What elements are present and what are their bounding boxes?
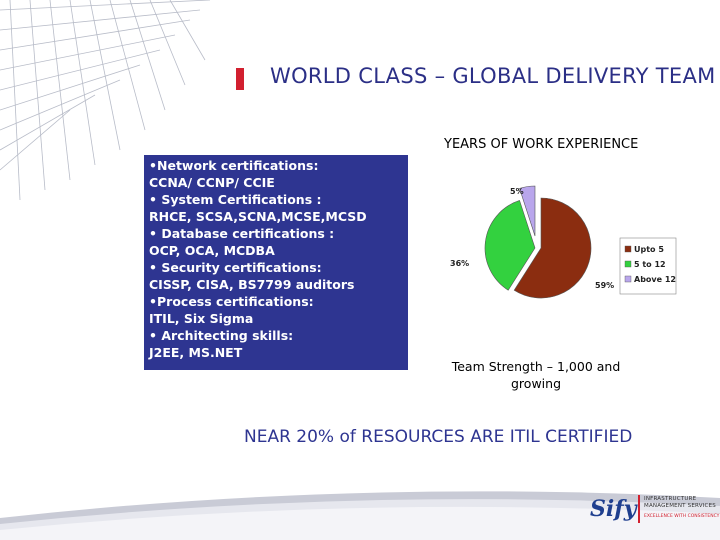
slide-title: WORLD CLASS – GLOBAL DELIVERY TEAM <box>270 64 716 88</box>
pie-data-label: 59% <box>595 281 614 290</box>
certification-text: Architecting skills: <box>157 328 294 343</box>
pie-slice-5-to-12 <box>484 200 536 291</box>
pie-data-label: 5% <box>510 187 524 196</box>
certification-line: • System Certifications : <box>149 191 408 208</box>
certifications-box: •Network certifications: CCNA/ CCNP/ CCIE… <box>144 155 408 370</box>
certification-text: System Certifications : <box>157 192 322 207</box>
logo-line-1: INFRASTRUCTURE <box>644 496 697 502</box>
certification-line: • Architecting skills: <box>149 327 408 344</box>
itil-subheading: NEAR 20% of RESOURCES ARE ITIL CERTIFIED <box>244 427 633 447</box>
certification-text: ITIL, Six Sigma <box>149 311 254 326</box>
legend-swatch <box>624 260 632 268</box>
certification-text: CISSP, CISA, BS7799 auditors <box>149 277 355 292</box>
team-strength-caption: Team Strength – 1,000 and growing <box>451 359 621 391</box>
certification-line: RHCE, SCSA,SCNA,MCSE,MCSD <box>149 208 408 225</box>
certification-line: CISSP, CISA, BS7799 auditors <box>149 276 408 293</box>
sify-logo: Sify INFRASTRUCTURE MANAGEMENT SERVICES … <box>590 492 719 528</box>
certification-text: J2EE, MS.NET <box>149 345 243 360</box>
legend-swatch <box>624 275 632 283</box>
pie-chart: 59% 36% 5% Upto 5 5 to 12 Above 12 <box>450 185 677 299</box>
legend-label: Upto 5 <box>634 245 664 254</box>
bullet-icon: • <box>149 328 157 343</box>
chart-title: YEARS OF WORK EXPERIENCE <box>444 137 639 152</box>
decorative-corner-lines <box>0 0 211 200</box>
bullet-icon: • <box>149 226 157 241</box>
pie-data-label: 36% <box>450 259 469 268</box>
legend-label: 5 to 12 <box>634 260 666 269</box>
bullet-icon: • <box>149 158 157 173</box>
bullet-icon: • <box>149 294 157 309</box>
certification-line: • Security certifications: <box>149 259 408 276</box>
pie-slice-above-12 <box>519 185 536 237</box>
pie-slice-upto-5 <box>513 197 592 299</box>
title-accent-bar <box>236 68 244 90</box>
legend-label: Above 12 <box>634 275 676 284</box>
certification-text: RHCE, SCSA,SCNA,MCSE,MCSD <box>149 209 367 224</box>
certification-line: CCNA/ CCNP/ CCIE <box>149 174 408 191</box>
certification-line: • Database certifications : <box>149 225 408 242</box>
certification-line: OCP, OCA, MCDBA <box>149 242 408 259</box>
certification-text: Security certifications: <box>157 260 322 275</box>
legend-swatch <box>624 245 632 253</box>
certification-text: CCNA/ CCNP/ CCIE <box>149 175 275 190</box>
sify-brand: Sify <box>590 496 637 522</box>
logo-text: INFRASTRUCTURE MANAGEMENT SERVICES <box>644 496 716 509</box>
certification-text: Process certifications: <box>157 294 314 309</box>
logo-divider <box>638 495 640 523</box>
certification-line: J2EE, MS.NET <box>149 344 408 361</box>
certification-text: OCP, OCA, MCDBA <box>149 243 275 258</box>
footer-swoosh <box>0 491 720 540</box>
certification-text: Database certifications : <box>157 226 335 241</box>
bullet-icon: • <box>149 192 157 207</box>
bullet-icon: • <box>149 260 157 275</box>
certification-line: •Network certifications: <box>149 157 408 174</box>
logo-line-2: MANAGEMENT SERVICES <box>644 502 716 509</box>
certification-text: Network certifications: <box>157 158 319 173</box>
certification-line: ITIL, Six Sigma <box>149 310 408 327</box>
certification-line: •Process certifications: <box>149 293 408 310</box>
logo-tagline: EXCELLENCE WITH CONSISTENCY <box>644 514 720 519</box>
